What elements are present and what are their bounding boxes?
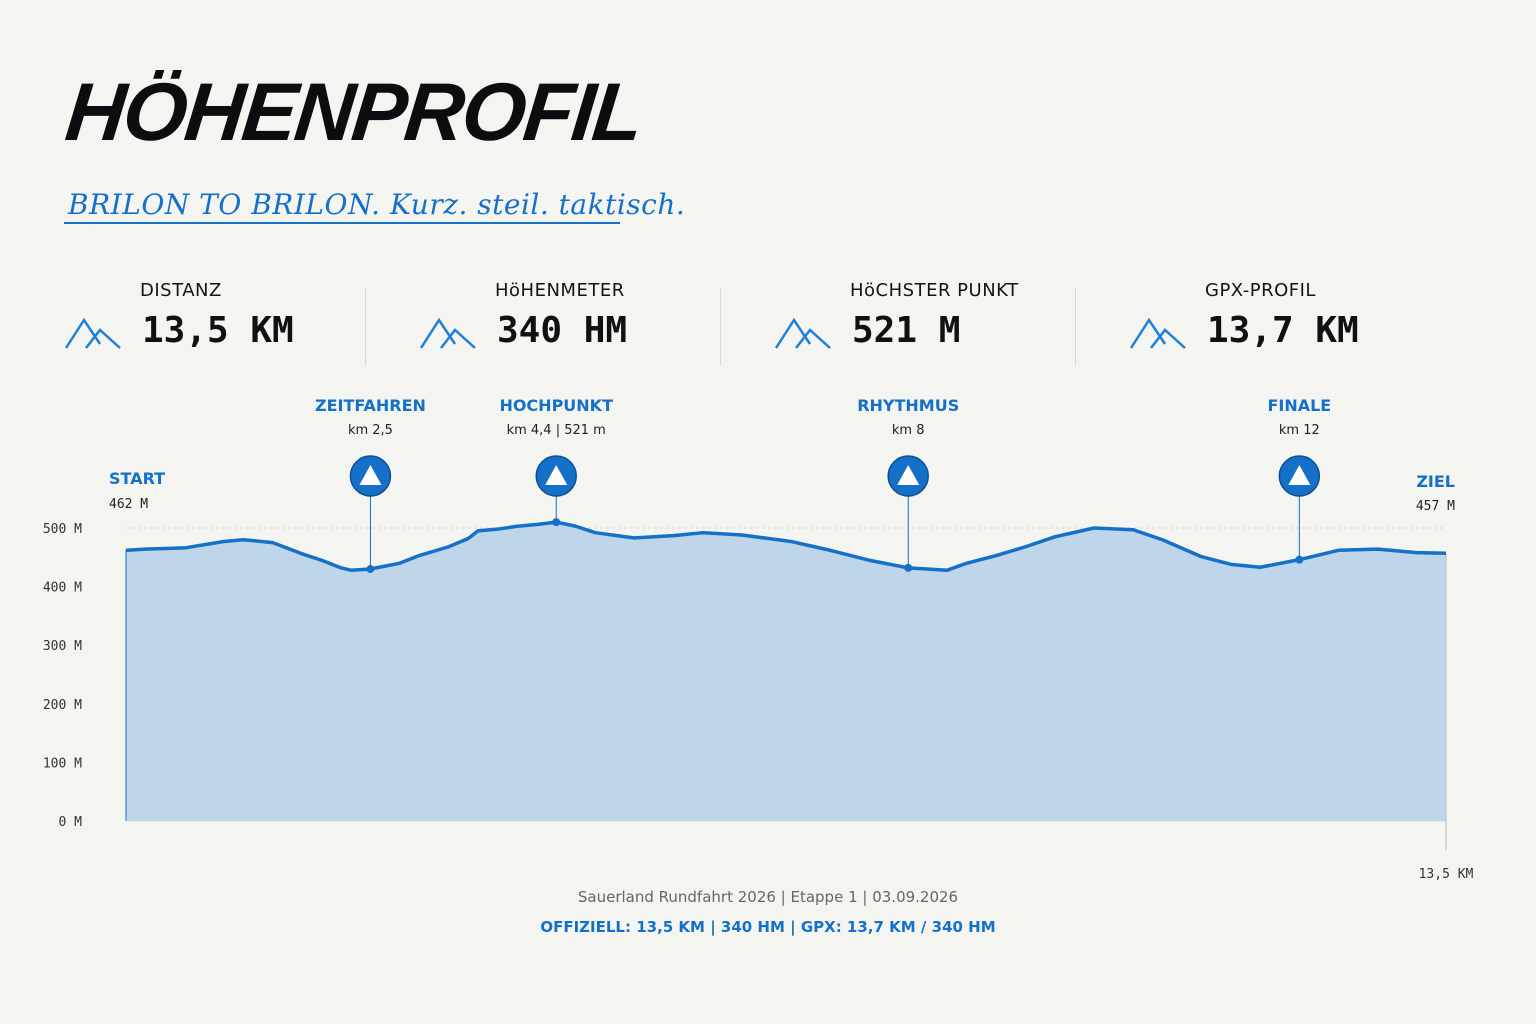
- end-elevation: 457 M: [1416, 499, 1455, 514]
- mountain-icon: [64, 317, 121, 349]
- footer-event-info: Sauerland Rundfahrt 2026 | Etappe 1 | 03…: [577, 888, 959, 906]
- mountain-icon: [419, 317, 476, 349]
- stat-value: 13,7 KM: [1207, 310, 1359, 351]
- y-tick-label: 500 M: [43, 522, 82, 537]
- y-tick-label: 300 M: [43, 639, 82, 654]
- stat-elevation-gain: HöHENMETER 340 HM: [419, 270, 739, 370]
- marker-label: FINALE: [1267, 396, 1331, 415]
- start-label: START: [109, 469, 165, 488]
- y-tick-label: 400 M: [43, 581, 82, 596]
- stat-divider: [365, 288, 366, 366]
- stats-row: DISTANZ 13,5 KM HöHENMETER 340 HM HöCHST…: [0, 270, 1536, 370]
- marker-point: [366, 565, 375, 574]
- triangle-icon: [897, 465, 920, 485]
- page-subtitle: BRILON TO BRILON. Kurz. steil. taktisch.: [68, 188, 686, 221]
- y-tick-label: 0 M: [59, 815, 83, 830]
- marker-point: [1295, 555, 1304, 564]
- triangle-icon: [359, 465, 382, 485]
- stat-gpx-profile: GPX-PROFIL 13,7 KM: [1129, 270, 1449, 370]
- mountain-icon: [1129, 317, 1186, 349]
- start-elevation: 462 M: [109, 497, 148, 512]
- y-tick-label: 200 M: [43, 698, 82, 713]
- stat-value: 13,5 KM: [142, 310, 294, 351]
- stat-divider: [720, 288, 721, 366]
- stat-value: 340 HM: [497, 310, 628, 351]
- triangle-icon: [545, 465, 568, 485]
- x-end-label: 13,5 KM: [1419, 867, 1474, 882]
- elevation-line: [125, 520, 1447, 572]
- subtitle-underline: [64, 222, 620, 224]
- marker-sublabel: km 2,5: [348, 423, 393, 438]
- stat-divider: [1075, 288, 1076, 366]
- marker-label: ZEITFAHREN: [315, 396, 426, 415]
- marker-point: [552, 518, 561, 527]
- y-tick-label: 100 M: [43, 756, 82, 771]
- elevation-area: [126, 522, 1446, 821]
- triangle-icon: [1288, 465, 1311, 485]
- stat-distance: DISTANZ 13,5 KM: [64, 270, 384, 370]
- marker-point: [904, 563, 913, 572]
- stat-label: DISTANZ: [140, 280, 222, 301]
- stat-value: 521 M: [852, 310, 961, 351]
- stat-label: GPX-PROFIL: [1205, 280, 1316, 301]
- footer-official-stats: OFFIZIELL: 13,5 KM | 340 HM | GPX: 13,7 …: [540, 918, 996, 936]
- marker-label: RHYTHMUS: [857, 396, 959, 415]
- stat-label: HöCHSTER PUNKT: [850, 280, 1019, 301]
- marker-sublabel: km 12: [1279, 423, 1320, 438]
- marker-sublabel: km 4,4 | 521 m: [507, 423, 606, 438]
- end-label: ZIEL: [1416, 472, 1455, 491]
- mountain-icon: [774, 317, 831, 349]
- marker-label: HOCHPUNKT: [499, 396, 613, 415]
- stat-highest-point: HöCHSTER PUNKT 521 M: [774, 270, 1094, 370]
- marker-sublabel: km 8: [892, 423, 925, 438]
- stat-label: HöHENMETER: [495, 280, 625, 301]
